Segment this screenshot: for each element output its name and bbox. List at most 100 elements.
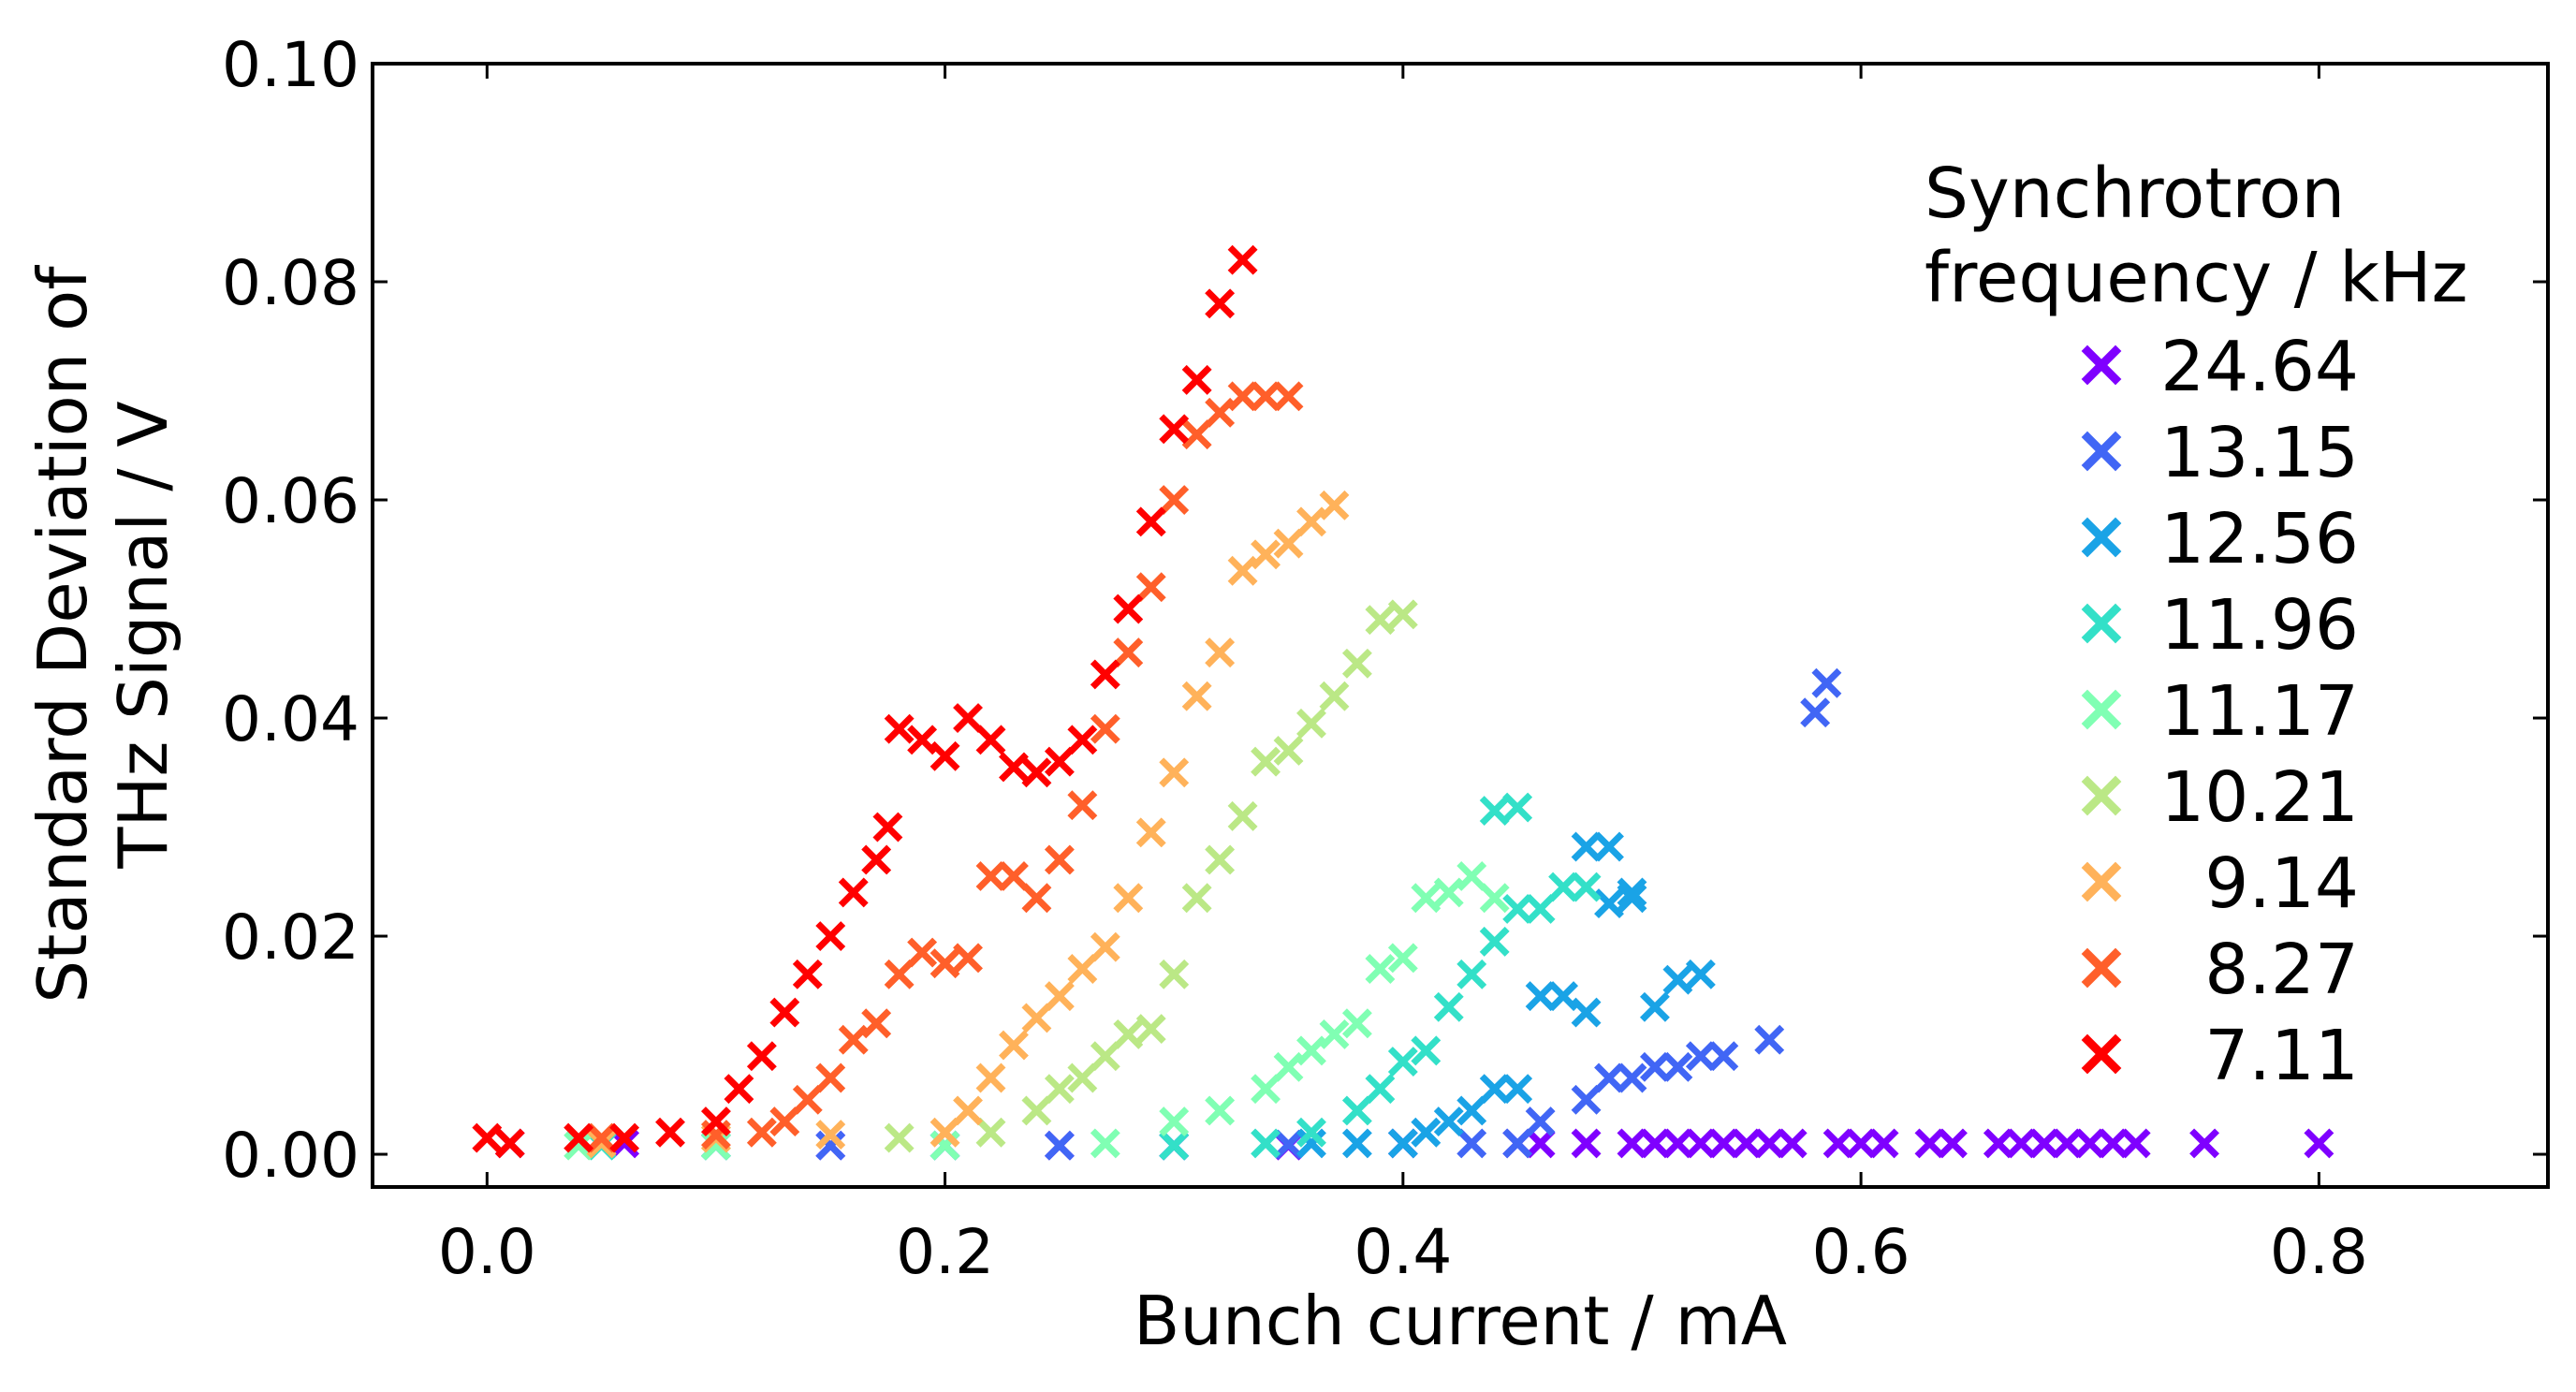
series-13.15 [586,667,1842,1161]
data-point [1456,861,1487,891]
data-point [975,725,1006,755]
legend-title-line1: Synchrotron [1925,154,2345,234]
data-point [1525,1106,1556,1137]
data-point [609,1122,640,1153]
data-point [1181,419,1212,450]
data-point [2052,1128,2083,1159]
data-point [1479,883,1510,914]
legend: Synchrotron frequency / kHz 24.6413.1512… [1925,154,2467,1096]
y-tick-label: 0.10 [222,29,359,101]
legend-marker [2081,1033,2122,1075]
data-point [655,1117,685,1148]
data-point [1159,414,1190,445]
legend-entry-label: 8.27 [2204,930,2359,1010]
y-tick-label: 0.00 [222,1120,359,1192]
data-point [1685,1128,1716,1159]
data-point [1525,1128,1556,1159]
data-point [907,937,938,968]
data-point [1571,831,1602,862]
data-point [1273,736,1304,766]
data-point [1181,364,1212,395]
data-point [2074,1128,2105,1159]
data-point [953,943,983,974]
data-point [1571,1084,1602,1115]
data-point [564,1122,594,1153]
data-point [1090,659,1120,690]
series-9.14 [586,490,1350,1159]
data-point [1479,1074,1510,1105]
data-point [1205,1095,1236,1126]
data-point [1617,877,1647,908]
data-point [1273,381,1304,412]
data-point [884,959,915,989]
data-point [1685,959,1716,989]
data-point [1387,1128,1418,1159]
data-point [1090,931,1120,962]
data-point [2120,1128,2151,1159]
data-point [1341,1128,1372,1159]
y-axis-title-line1: Standard Deviation of [23,265,102,1004]
data-point [1479,796,1510,827]
data-point [815,921,846,951]
data-point [838,877,869,908]
data-point [975,1062,1006,1093]
data-point [1433,1106,1464,1137]
data-point [1251,539,1281,570]
data-point [1617,883,1647,914]
data-point [1227,381,1258,412]
data-point [1273,1051,1304,1082]
data-point [861,1008,892,1039]
data-point [884,1122,915,1153]
data-point [1067,790,1098,821]
data-point [1067,725,1098,755]
data-point [1983,1128,2013,1159]
data-point [586,1128,617,1159]
data-point [929,1117,960,1148]
data-point [1525,893,1556,924]
data-point [1387,1047,1418,1077]
data-point [1044,1074,1075,1105]
y-tick-label: 0.04 [222,683,359,755]
data-point [746,1041,777,1072]
x-tick-label: 0.2 [896,1216,994,1288]
data-point [1251,1128,1281,1159]
data-point [1296,506,1326,537]
legend-entry-label: 10.21 [2160,757,2359,838]
data-point [1341,1095,1372,1126]
data-point [586,1122,617,1153]
axis-ticks: 0.0 0.2 0.4 0.6 0.8 0.00 0.02 0.04 0.06 0.08 0.10 [222,29,2548,1288]
data-point [1251,1074,1281,1105]
data-point [1159,485,1190,515]
x-tick-label: 0.8 [2270,1216,2368,1288]
data-point [815,1062,846,1093]
legend-marker [2081,775,2122,816]
data-point [1365,954,1396,984]
data-point [1159,959,1190,989]
legend-entry-label: 9.14 [2204,843,2359,924]
data-point [1754,1128,1785,1159]
data-point [494,1128,525,1159]
legend-marker [2081,947,2122,989]
plot-area [472,244,2334,1161]
data-point [1548,872,1579,902]
legend-entry-label: 11.17 [2160,671,2359,752]
data-point [1502,1128,1533,1159]
data-point [1227,800,1258,831]
data-point [1090,1041,1120,1072]
legend-marker [2081,517,2122,558]
data-point [2006,1128,2037,1159]
data-point [872,812,903,843]
data-point [1181,883,1212,914]
data-point [1617,1062,1647,1093]
data-point [1341,1008,1372,1039]
data-point [1021,757,1052,788]
data-point [999,861,1029,891]
data-point [1868,1128,1899,1159]
data-point [1387,943,1418,974]
data-point [792,959,823,989]
data-point [815,1120,846,1150]
data-point [2189,1128,2219,1159]
data-point [1205,844,1236,875]
data-point [838,1024,869,1055]
